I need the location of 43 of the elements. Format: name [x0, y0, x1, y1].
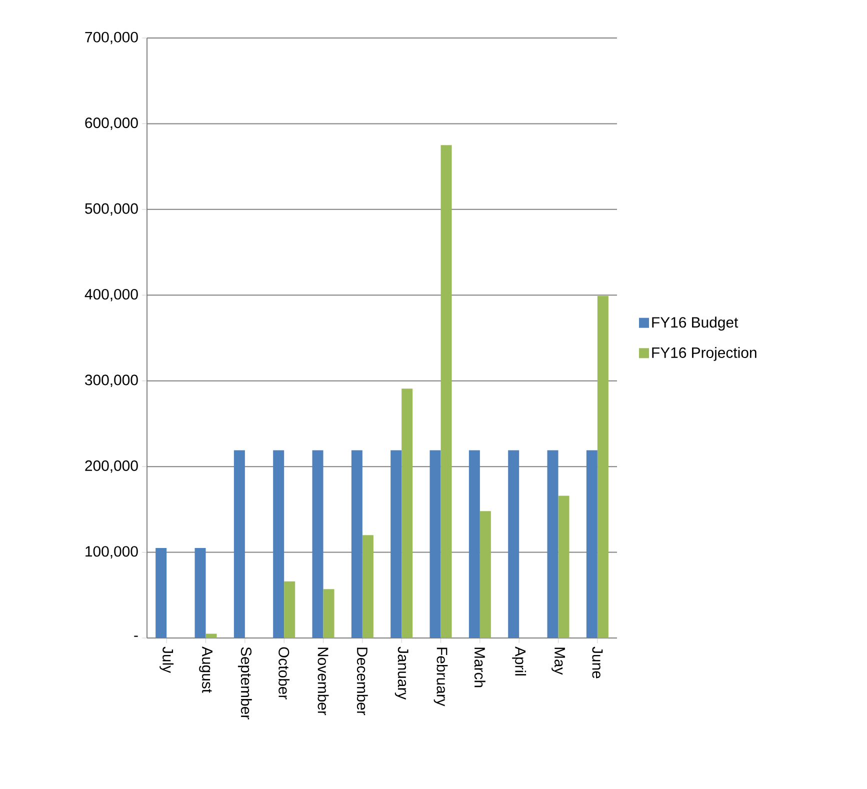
legend-label: FY16 Projection — [652, 346, 756, 361]
bar — [480, 511, 491, 638]
bar — [362, 535, 374, 638]
bar — [547, 450, 558, 638]
bar — [402, 388, 413, 638]
bar — [440, 145, 452, 638]
y-tick-label: 600,000 — [85, 118, 138, 130]
x-tick-label: May — [552, 648, 565, 675]
y-tick-label: - — [134, 636, 138, 637]
x-tick-label: July — [160, 646, 174, 674]
bar — [468, 450, 480, 638]
x-tick-label: August — [199, 646, 212, 693]
y-tick-label: 400,000 — [84, 288, 138, 302]
bar — [284, 581, 296, 638]
bar — [508, 450, 520, 638]
bar — [351, 450, 362, 638]
bar — [234, 450, 245, 638]
bar — [430, 450, 441, 638]
bar — [586, 450, 598, 638]
y-tick-label: 500,000 — [85, 203, 138, 216]
x-tick-label: December — [356, 648, 368, 716]
bar — [312, 450, 324, 638]
x-tick-label: February — [434, 648, 448, 706]
y-tick-label: 300,000 — [85, 374, 138, 388]
bar — [194, 548, 206, 638]
bar — [323, 589, 334, 638]
x-tick-label: November — [318, 648, 329, 716]
x-tick-label: June — [592, 646, 603, 678]
y-tick-label: 200,000 — [85, 460, 138, 473]
legend-label: FY16 Budget — [652, 316, 738, 331]
y-tick-label: 700,000 — [85, 32, 138, 44]
x-tick-label: October — [278, 647, 290, 700]
x-tick-label: April — [512, 646, 526, 676]
y-tick-label: 100,000 — [86, 546, 138, 558]
bar — [156, 548, 167, 638]
bar — [597, 296, 608, 638]
x-tick-label: September — [238, 647, 252, 720]
bar — [390, 450, 402, 638]
x-tick-label: January — [394, 646, 408, 700]
bar — [558, 496, 570, 638]
bar — [206, 634, 217, 638]
bar — [273, 450, 284, 638]
x-tick-label: March — [474, 648, 486, 688]
